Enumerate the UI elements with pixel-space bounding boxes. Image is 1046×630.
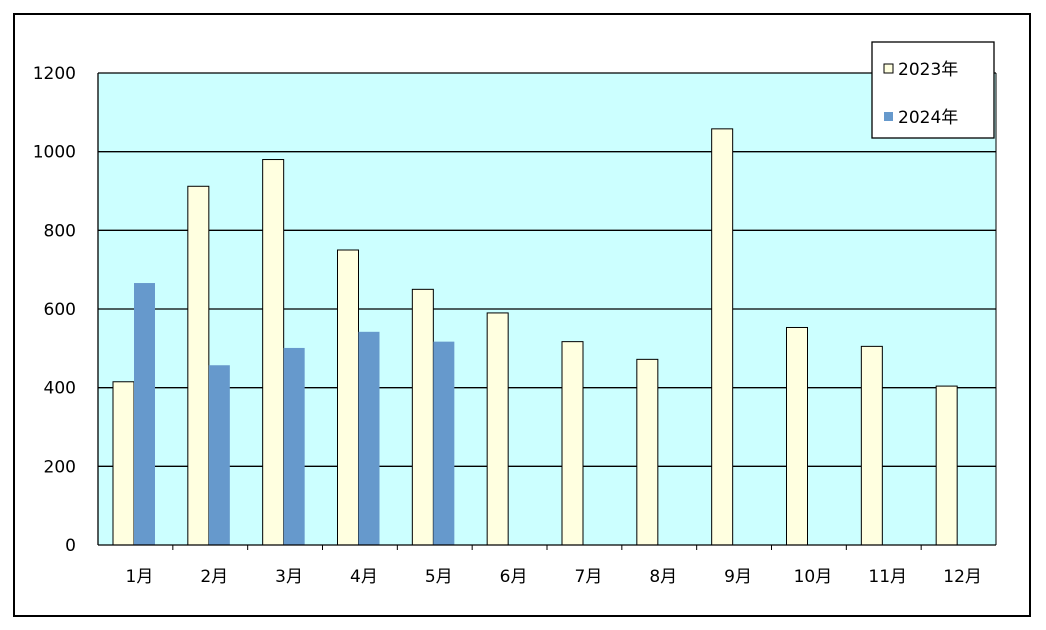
y-tick-label: 400 <box>44 379 76 399</box>
x-tick-label: 6月 <box>500 567 528 587</box>
x-tick-label: 2月 <box>200 567 228 587</box>
bar-series1 <box>935 385 958 546</box>
x-tick-label: 1月 <box>126 567 154 587</box>
bar-series1 <box>561 341 584 546</box>
legend-label: 2023年 <box>898 60 958 80</box>
bar-series1 <box>636 358 659 546</box>
x-tick-label: 3月 <box>275 567 303 587</box>
bar-series1 <box>786 326 808 546</box>
bar-series1 <box>711 128 734 546</box>
y-tick-label: 600 <box>44 300 76 320</box>
bar-series2 <box>134 283 155 545</box>
bar-series2 <box>358 331 380 545</box>
y-tick-label: 1200 <box>33 64 76 84</box>
bar-series1 <box>411 288 434 546</box>
x-tick-label: 11月 <box>868 567 907 587</box>
y-tick-label: 200 <box>44 457 76 477</box>
bar-series1 <box>262 159 285 546</box>
x-tick-label: 10月 <box>794 567 833 587</box>
legend-swatch <box>884 112 893 121</box>
y-tick-label: 0 <box>65 536 76 556</box>
y-tick-label: 1000 <box>33 143 76 163</box>
legend-label: 2024年 <box>898 108 958 128</box>
bar-series1 <box>187 185 210 546</box>
bar-series2 <box>208 365 230 545</box>
y-tick-label: 800 <box>44 221 76 241</box>
bar-series1 <box>337 249 359 546</box>
x-tick-label: 8月 <box>649 567 677 587</box>
x-tick-label: 12月 <box>943 567 982 587</box>
bar-series1 <box>486 312 509 546</box>
x-tick-label: 4月 <box>350 567 378 587</box>
bar-series2 <box>433 341 455 545</box>
legend-swatch <box>883 63 894 74</box>
bar-series1 <box>112 381 135 546</box>
bar-series1 <box>860 345 883 546</box>
bar-series2 <box>283 347 305 545</box>
legend <box>871 41 995 139</box>
x-tick-label: 5月 <box>425 567 453 587</box>
x-tick-label: 9月 <box>724 567 752 587</box>
x-tick-label: 7月 <box>575 567 603 587</box>
